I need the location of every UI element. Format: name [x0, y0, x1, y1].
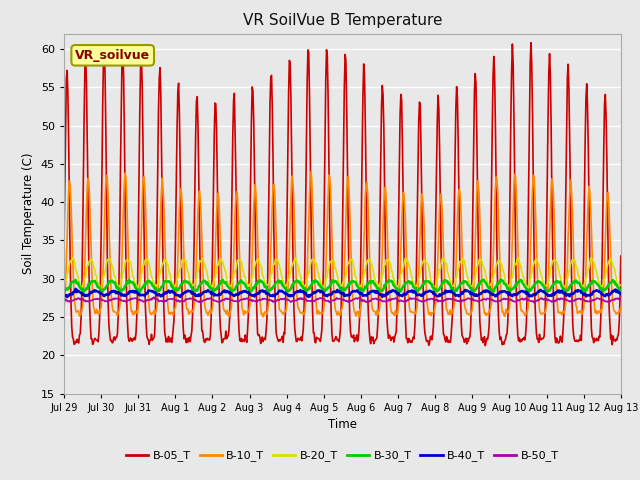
B-50_T [214, 299, 222, 305]
B-30_T [127, 279, 135, 285]
B-05_T [127, 336, 135, 342]
B-50_T [185, 296, 193, 302]
B-50_T [428, 296, 435, 302]
Line: B-10_T: B-10_T [64, 172, 621, 317]
B-50_T [70, 297, 78, 303]
B-05_T [527, 40, 535, 46]
Title: VR SoilVue B Temperature: VR SoilVue B Temperature [243, 13, 442, 28]
B-40_T [215, 291, 223, 297]
B-05_T [60, 243, 68, 249]
B-50_T [411, 296, 419, 301]
B-30_T [70, 278, 78, 284]
B-30_T [497, 276, 504, 282]
B-40_T [428, 289, 436, 295]
B-30_T [411, 286, 419, 291]
B-30_T [617, 288, 625, 293]
B-10_T [617, 304, 625, 310]
B-40_T [60, 292, 68, 298]
B-05_T [617, 253, 625, 259]
B-20_T [300, 287, 308, 292]
B-50_T [617, 297, 625, 302]
B-10_T [214, 196, 221, 202]
B-10_T [184, 306, 192, 312]
B-30_T [136, 289, 144, 295]
B-40_T [412, 289, 419, 295]
B-40_T [63, 294, 71, 300]
B-30_T [60, 288, 68, 294]
B-50_T [127, 296, 135, 302]
B-20_T [214, 262, 221, 268]
B-10_T [355, 314, 363, 320]
B-10_T [60, 304, 68, 310]
B-40_T [186, 288, 193, 294]
B-10_T [307, 169, 315, 175]
Y-axis label: Soil Temperature (C): Soil Temperature (C) [22, 153, 35, 275]
B-40_T [72, 286, 79, 292]
B-05_T [426, 334, 434, 340]
Legend: B-05_T, B-10_T, B-20_T, B-30_T, B-40_T, B-50_T: B-05_T, B-10_T, B-20_T, B-30_T, B-40_T, … [122, 446, 563, 466]
B-20_T [514, 254, 522, 260]
Line: B-40_T: B-40_T [64, 289, 621, 297]
Text: VR_soilvue: VR_soilvue [75, 49, 150, 62]
B-50_T [150, 294, 157, 300]
B-20_T [411, 283, 419, 289]
B-40_T [71, 288, 79, 294]
B-50_T [530, 300, 538, 305]
B-20_T [184, 269, 192, 275]
B-05_T [481, 343, 489, 348]
B-20_T [60, 282, 68, 288]
Line: B-05_T: B-05_T [64, 43, 621, 346]
B-40_T [617, 291, 625, 297]
B-30_T [185, 280, 193, 286]
B-05_T [214, 178, 221, 183]
B-20_T [127, 264, 135, 269]
X-axis label: Time: Time [328, 418, 357, 431]
B-20_T [428, 279, 435, 285]
B-10_T [412, 311, 419, 316]
Line: B-20_T: B-20_T [64, 257, 621, 289]
B-30_T [428, 281, 435, 287]
B-10_T [127, 309, 135, 314]
Line: B-30_T: B-30_T [64, 279, 621, 292]
B-40_T [129, 288, 137, 294]
B-10_T [428, 310, 436, 315]
B-05_T [410, 336, 418, 342]
B-30_T [214, 283, 222, 288]
B-20_T [617, 282, 625, 288]
B-05_T [184, 339, 192, 345]
B-50_T [60, 297, 68, 303]
B-05_T [70, 341, 78, 347]
B-10_T [70, 294, 78, 300]
B-20_T [70, 256, 78, 262]
Line: B-50_T: B-50_T [64, 297, 621, 302]
